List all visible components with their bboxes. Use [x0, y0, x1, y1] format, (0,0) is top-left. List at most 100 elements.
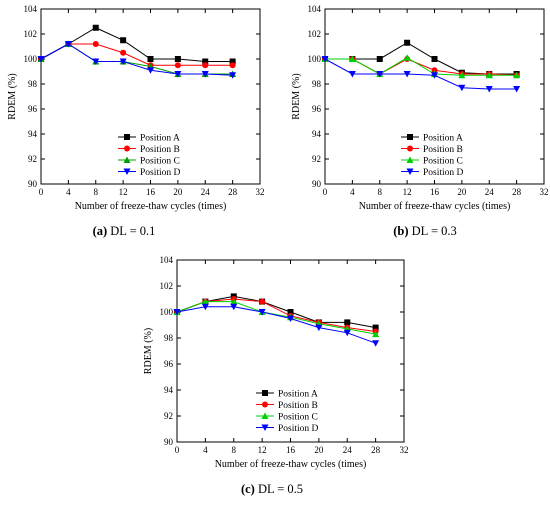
caption-text: DL = 0.5 — [255, 482, 303, 496]
x-tick-label: 28 — [512, 187, 522, 197]
y-tick-label: 94 — [312, 129, 322, 139]
series-4-point — [173, 309, 181, 316]
x-tick-label: 24 — [343, 445, 353, 455]
series-3-point — [403, 54, 411, 61]
legend-marker — [124, 145, 130, 152]
series-3-point — [372, 330, 380, 338]
legend-label: Position D — [140, 168, 181, 178]
series-4-point — [321, 56, 329, 63]
series-4-point — [458, 84, 466, 92]
series-4-point — [287, 315, 294, 322]
series-line-4 — [40, 43, 233, 76]
caption-letter: (a) — [93, 224, 108, 238]
series-1-point — [376, 56, 383, 62]
y-tick-label: 92 — [28, 154, 37, 164]
x-tick-label: 24 — [485, 187, 495, 197]
series-1-point — [120, 37, 127, 44]
legend-marker — [261, 412, 269, 419]
series-4-point — [376, 71, 384, 78]
series-4-point — [315, 324, 323, 332]
series-4-point — [64, 41, 72, 48]
series-4-point — [431, 72, 438, 79]
series-4-point — [372, 340, 380, 347]
series-1-point — [202, 58, 209, 65]
x-tick-label: 0 — [323, 187, 328, 197]
legend-marker — [123, 156, 131, 163]
legend-label: Position B — [140, 145, 180, 155]
y-tick-label: 98 — [28, 79, 38, 89]
series-1-point — [287, 309, 294, 315]
y-tick-label: 102 — [160, 281, 174, 291]
x-tick-label: 8 — [94, 187, 99, 197]
legend-label: Position D — [423, 168, 464, 178]
chart-panel-3: 0 4 8 12 16 20 24 28 32 90 92 94 96 98 100 102 104 Number… — [143, 255, 409, 496]
y-tick-label: 100 — [160, 307, 174, 317]
legend-marker — [123, 168, 131, 175]
legend-label: Position A — [423, 134, 463, 144]
series-3-point — [348, 55, 356, 62]
series-2-point — [259, 298, 266, 305]
legend-marker — [262, 401, 268, 408]
series-1-point — [92, 24, 99, 31]
x-tick-label: 12 — [119, 187, 128, 197]
series-4-point — [147, 67, 154, 74]
y-tick-label: 98 — [312, 79, 322, 89]
series-4-point — [343, 329, 351, 337]
caption-text: DL = 0.1 — [107, 224, 155, 238]
series-4-point — [174, 71, 182, 78]
series-4-point — [201, 71, 209, 78]
legend-marker — [124, 134, 130, 140]
series-line-3 — [176, 301, 376, 335]
legend-label: Position C — [423, 157, 463, 167]
series-1-point — [372, 324, 379, 331]
x-tick-label: 12 — [258, 445, 267, 455]
panel-caption: (c) DL = 0.5 — [241, 482, 303, 496]
legend-label: Position A — [278, 390, 318, 400]
y-tick-label: 90 — [28, 179, 38, 189]
y-tick-label: 102 — [308, 29, 322, 39]
y-tick-label: 94 — [164, 385, 174, 395]
chart-panel-1: 0 4 8 12 16 20 24 28 32 90 92 94 96 98 100 102 104 Number… — [7, 4, 265, 238]
chart-panel-2: 0 4 8 12 16 20 24 28 32 90 92 94 96 98 100 102 104 Number… — [291, 4, 549, 238]
legend-label: Position C — [140, 157, 180, 167]
caption-text: DL = 0.3 — [409, 224, 457, 238]
y-tick-label: 92 — [164, 411, 173, 421]
legend-marker — [406, 156, 414, 163]
y-tick-label: 100 — [24, 54, 38, 64]
series-1-point — [147, 56, 154, 62]
x-tick-label: 32 — [256, 187, 265, 197]
series-3-point — [230, 298, 238, 305]
series-2-point — [202, 62, 209, 69]
x-tick-label: 32 — [540, 187, 549, 197]
y-axis-label: RDEM (%) — [7, 73, 18, 119]
legend-label: Position A — [140, 134, 180, 144]
x-tick-label: 16 — [146, 187, 156, 197]
series-1-point — [229, 58, 236, 65]
series-1-point — [404, 39, 411, 46]
x-tick-label: 32 — [400, 445, 409, 455]
series-1-point — [344, 319, 351, 326]
series-4-point — [258, 309, 266, 316]
legend-label: Position D — [278, 424, 319, 434]
series-2-point — [174, 62, 181, 69]
legend-marker — [407, 145, 413, 152]
series-1-point — [174, 56, 181, 62]
series-4-point — [348, 71, 356, 78]
caption-letter: (b) — [393, 224, 408, 238]
y-tick-label: 96 — [28, 104, 38, 114]
legend-label: Position C — [278, 413, 318, 423]
series-line-1 — [40, 27, 233, 62]
series-4-point — [485, 86, 493, 93]
legend-marker — [262, 390, 268, 396]
x-tick-label: 24 — [201, 187, 211, 197]
y-tick-label: 100 — [308, 54, 322, 64]
y-axis-label: RDEM (%) — [291, 73, 302, 119]
panel-caption: (b) DL = 0.3 — [393, 224, 457, 238]
series-3-point — [513, 71, 521, 79]
series-2-point — [92, 41, 99, 47]
y-tick-label: 104 — [308, 4, 322, 14]
legend-label: Position B — [278, 401, 318, 411]
series-3-point — [201, 298, 209, 305]
x-tick-label: 4 — [66, 187, 71, 197]
